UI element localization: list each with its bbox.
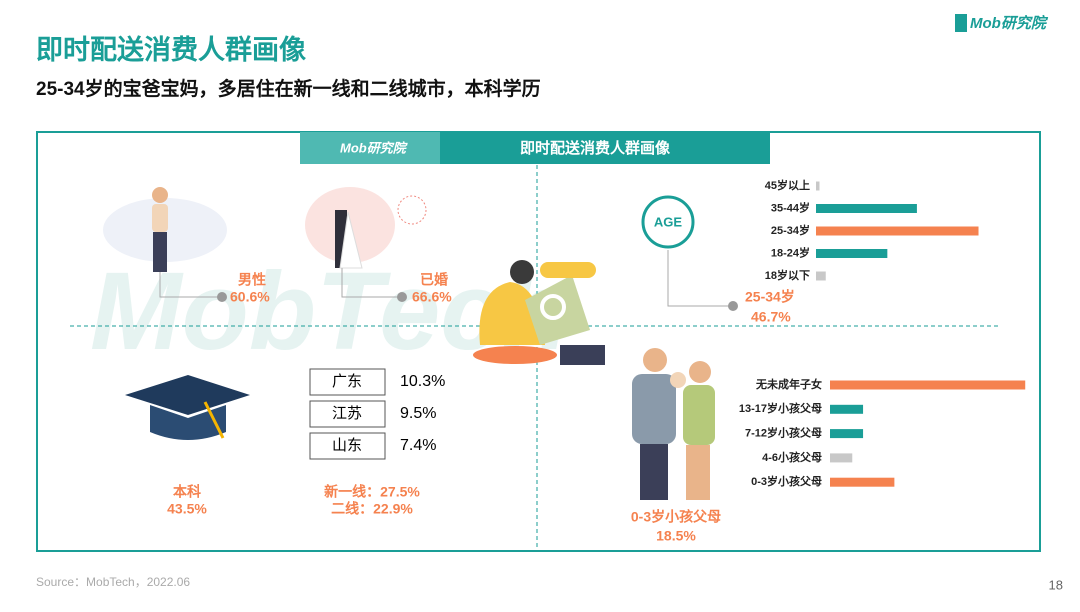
category-label: 35-44岁: [771, 200, 810, 214]
person-head: [510, 260, 534, 284]
marriage-label: 已婚: [420, 272, 448, 288]
gear: [540, 294, 566, 320]
tier-text: 二线：22.9%: [331, 501, 413, 517]
table-cell: [309, 400, 386, 428]
province-share: 10.3%: [400, 373, 445, 390]
page-number: 18: [1049, 577, 1063, 592]
binary-bubble: [540, 262, 596, 278]
charts: 45岁以上 35-44岁 25-34岁 25-34岁 46.7% 18-24岁 18岁以下无…: [631, 178, 1026, 544]
bar: [816, 181, 820, 191]
bar: [816, 249, 888, 258]
child-head: [670, 372, 686, 388]
father-body: [632, 374, 676, 444]
connector-dot: [217, 292, 227, 302]
highlight-value: 18.5%: [656, 528, 696, 544]
connector: [159, 272, 222, 298]
education-value: 43.5%: [167, 501, 207, 517]
person-body: [152, 204, 168, 232]
panel-title: 即时配送消费人群画像: [520, 139, 671, 157]
grad-cap-top: [125, 375, 250, 415]
grad-cap-tassel: [203, 401, 225, 439]
panel-logo: Mob研究院: [340, 140, 409, 155]
category-label: 18-24岁: [771, 245, 810, 259]
logo: Mob研究院: [970, 14, 1049, 32]
education-label: 本科: [173, 484, 201, 500]
province-share: 7.4%: [400, 437, 436, 454]
grad-cap-base: [150, 405, 226, 440]
gender-label: 男性: [238, 272, 266, 288]
age-badge-text: AGE: [654, 214, 683, 229]
highlight-category: 25-34岁: [745, 289, 795, 305]
category-label: 18岁以下: [765, 268, 810, 282]
province: 广东: [332, 373, 362, 390]
category-label: 0-3岁小孩父母: [751, 474, 822, 488]
slide-title: 即时配送消费人群画像: [36, 35, 306, 65]
category-label: 45岁以上: [765, 178, 810, 192]
cushion: [473, 346, 557, 364]
province-share: 9.5%: [400, 405, 436, 422]
father-head: [643, 348, 667, 372]
person-legs: [153, 232, 167, 272]
slide-subtitle: 25-34岁的宝爸宝妈，多居住在新一线和二线城市，本科学历: [36, 77, 541, 100]
father-legs: [640, 444, 668, 500]
mother-legs: [686, 445, 710, 500]
category-label: 13-17岁小孩父母: [739, 401, 822, 415]
age-badge: [641, 195, 695, 249]
highlight-value: 46.7%: [751, 309, 791, 325]
person-hoodie: [479, 282, 545, 345]
laptop: [560, 345, 605, 365]
mother-head: [689, 361, 711, 383]
category-label: 25-34岁: [771, 223, 810, 237]
connector-dot: [397, 292, 407, 302]
person-head: [152, 187, 168, 203]
category-label: 无未成年子女: [755, 377, 822, 391]
connector: [667, 250, 733, 307]
bar: [830, 429, 864, 439]
marriage-value: 66.6%: [412, 289, 452, 305]
bar: [830, 404, 864, 414]
gear-bg: [525, 275, 590, 345]
mother-body: [683, 385, 715, 445]
province: 山东: [332, 437, 362, 454]
province: 江苏: [332, 405, 362, 422]
bride: [339, 211, 363, 269]
bar: [830, 380, 1026, 390]
tier-text: 新一线：27.5%: [324, 484, 420, 500]
source: Source：MobTech，2022.06: [36, 575, 190, 589]
table-cell: [309, 368, 386, 396]
bar: [830, 477, 895, 487]
table-cell: [309, 432, 386, 460]
connector: [341, 268, 402, 298]
bar: [816, 204, 917, 213]
bar: [816, 271, 826, 281]
connector-dot: [728, 301, 738, 311]
province-table: 广东 10.3% 江苏 9.5% 山东 7.4%: [309, 368, 445, 460]
category-label: 4-6小孩父母: [762, 450, 822, 464]
bar: [830, 453, 853, 463]
category-label: 7-12岁小孩父母: [745, 426, 822, 440]
logo-icon: [955, 14, 967, 32]
panel-header-logo-bg: [300, 132, 440, 164]
gender-value: 60.6%: [230, 289, 270, 305]
highlight-category: 0-3岁小孩父母: [631, 509, 721, 525]
firework: [397, 195, 427, 225]
bar: [816, 226, 979, 236]
